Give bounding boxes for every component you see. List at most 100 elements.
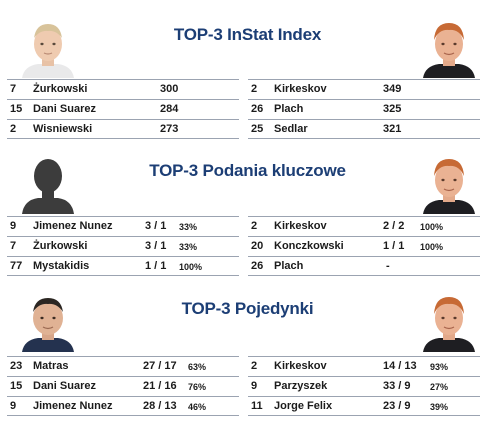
stat-value: 284 (160, 103, 179, 115)
table-row: 2 Kirkeskov 2 / 2 100% (248, 216, 480, 236)
player-name: Kirkeskov (274, 83, 327, 95)
player-name: Konczkowski (274, 240, 344, 252)
player-portrait-icon (16, 288, 80, 352)
table-row: 7 Żurkowski 3 / 1 33% (7, 236, 239, 256)
stat-value: 349 (383, 83, 402, 95)
table-row: 26 Plach 325 (248, 99, 480, 119)
player-name: Żurkowski (33, 240, 88, 252)
player-number: 2 (251, 220, 258, 232)
table-row: 25 Sedlar 321 (248, 119, 480, 139)
player-photo-right (417, 14, 481, 78)
stat-value: 1 / 1 (383, 240, 405, 252)
instat-index-section: TOP-3 InStat Index 7 Żurkowski 300 15 Dani … (0, 0, 495, 140)
player-number: 2 (251, 83, 258, 95)
stat-percent: 76% (188, 382, 207, 392)
stats-table-left: 7 Żurkowski 300 15 Dani Suarez 284 2 Wisniews… (7, 79, 239, 139)
table-row: 2 Kirkeskov 14 / 13 93% (248, 356, 480, 376)
player-name: Parzyszek (274, 380, 328, 392)
player-number: 15 (10, 380, 23, 392)
table-row: 15 Dani Suarez 21 / 16 76% (7, 376, 239, 396)
table-row: 2 Kirkeskov 349 (248, 79, 480, 99)
stats-table-left: 23 Matras 27 / 17 63% 15 Dani Suarez 21 / 16 7… (7, 356, 239, 416)
player-name: Kirkeskov (274, 360, 327, 372)
silhouette-icon (16, 150, 80, 214)
stat-value: 273 (160, 123, 179, 135)
player-name: Jimenez Nunez (33, 220, 113, 232)
player-name: Wisniewski (33, 123, 93, 135)
table-row: 9 Parzyszek 33 / 9 27% (248, 376, 480, 396)
player-number: 11 (251, 400, 263, 412)
stats-table-right: 2 Kirkeskov 2 / 2 100% 20 Konczkowski 1 / 1 10… (248, 216, 480, 276)
stat-value: 3 / 1 (145, 220, 167, 232)
player-photo-right (417, 288, 481, 352)
table-row: 7 Żurkowski 300 (7, 79, 239, 99)
table-row: 11 Jorge Felix 23 / 9 39% (248, 396, 480, 416)
duels-section: TOP-3 Pojedynki 23 Matras 27 / 17 63% 15 Dan… (0, 280, 495, 421)
player-name: Matras (33, 360, 69, 372)
stat-value: 21 / 16 (143, 380, 177, 392)
player-number: 15 (10, 103, 23, 115)
table-row: 9 Jimenez Nunez 3 / 1 33% (7, 216, 239, 236)
table-row: 77 Mystakidis 1 / 1 100% (7, 256, 239, 276)
player-portrait-icon (417, 14, 481, 78)
section-title: TOP-3 Pojedynki (181, 299, 314, 318)
player-number: 9 (10, 220, 17, 232)
player-name: Jorge Felix (274, 400, 333, 412)
table-row: 23 Matras 27 / 17 63% (7, 356, 239, 376)
table-row: 9 Jimenez Nunez 28 / 13 46% (7, 396, 239, 416)
player-name: Plach (274, 260, 304, 272)
player-name: Mystakidis (33, 260, 90, 272)
stat-value: 14 / 13 (383, 360, 417, 372)
table-row: 20 Konczkowski 1 / 1 100% (248, 236, 480, 256)
player-number: 23 (10, 360, 23, 372)
player-portrait-icon (16, 14, 80, 78)
player-name: Kirkeskov (274, 220, 327, 232)
player-number: 26 (251, 260, 264, 272)
player-number: 26 (251, 103, 264, 115)
player-photo-right (417, 150, 481, 214)
section-title: TOP-3 InStat Index (173, 25, 322, 44)
stat-percent: 33% (179, 242, 198, 252)
player-number: 9 (10, 400, 17, 412)
player-photo-left-placeholder (16, 150, 80, 214)
player-name: Żurkowski (33, 83, 88, 95)
section-title: TOP-3 Podania kluczowe (149, 161, 346, 180)
player-number: 2 (251, 360, 258, 372)
stat-percent: 63% (188, 362, 207, 372)
stat-percent: 100% (420, 222, 444, 232)
stats-table-right: 2 Kirkeskov 349 26 Plach 325 25 Sedlar 321 (248, 79, 480, 139)
player-name: Jimenez Nunez (33, 400, 113, 412)
stat-value: - (386, 260, 390, 272)
player-portrait-icon (417, 150, 481, 214)
stat-value: 321 (383, 123, 402, 135)
player-number: 77 (10, 260, 23, 272)
player-number: 7 (10, 240, 17, 252)
player-number: 9 (251, 380, 258, 392)
player-number: 7 (10, 83, 17, 95)
player-number: 2 (10, 123, 17, 135)
player-photo-left (16, 14, 80, 78)
stats-table-right: 2 Kirkeskov 14 / 13 93% 9 Parzyszek 33 / 9 27%… (248, 356, 480, 416)
stat-value: 325 (383, 103, 402, 115)
stat-value: 27 / 17 (143, 360, 177, 372)
player-photo-left (16, 288, 80, 352)
stat-value: 1 / 1 (145, 260, 167, 272)
player-number: 20 (251, 240, 264, 252)
player-name: Sedlar (274, 123, 308, 135)
stat-value: 33 / 9 (383, 380, 411, 392)
stat-percent: 46% (188, 402, 207, 412)
stat-percent: 93% (430, 362, 449, 372)
stats-table-left: 9 Jimenez Nunez 3 / 1 33% 7 Żurkowski 3 / 1 33… (7, 216, 239, 276)
player-name: Dani Suarez (33, 380, 96, 392)
stat-percent: 39% (430, 402, 449, 412)
player-name: Dani Suarez (33, 103, 96, 115)
stat-percent: 27% (430, 382, 449, 392)
stat-value: 2 / 2 (383, 220, 405, 232)
player-portrait-icon (417, 288, 481, 352)
stat-value: 3 / 1 (145, 240, 167, 252)
table-row: 2 Wisniewski 273 (7, 119, 239, 139)
stat-value: 28 / 13 (143, 400, 177, 412)
stat-percent: 100% (420, 242, 444, 252)
stat-percent: 100% (179, 262, 203, 272)
stat-value: 300 (160, 83, 179, 95)
